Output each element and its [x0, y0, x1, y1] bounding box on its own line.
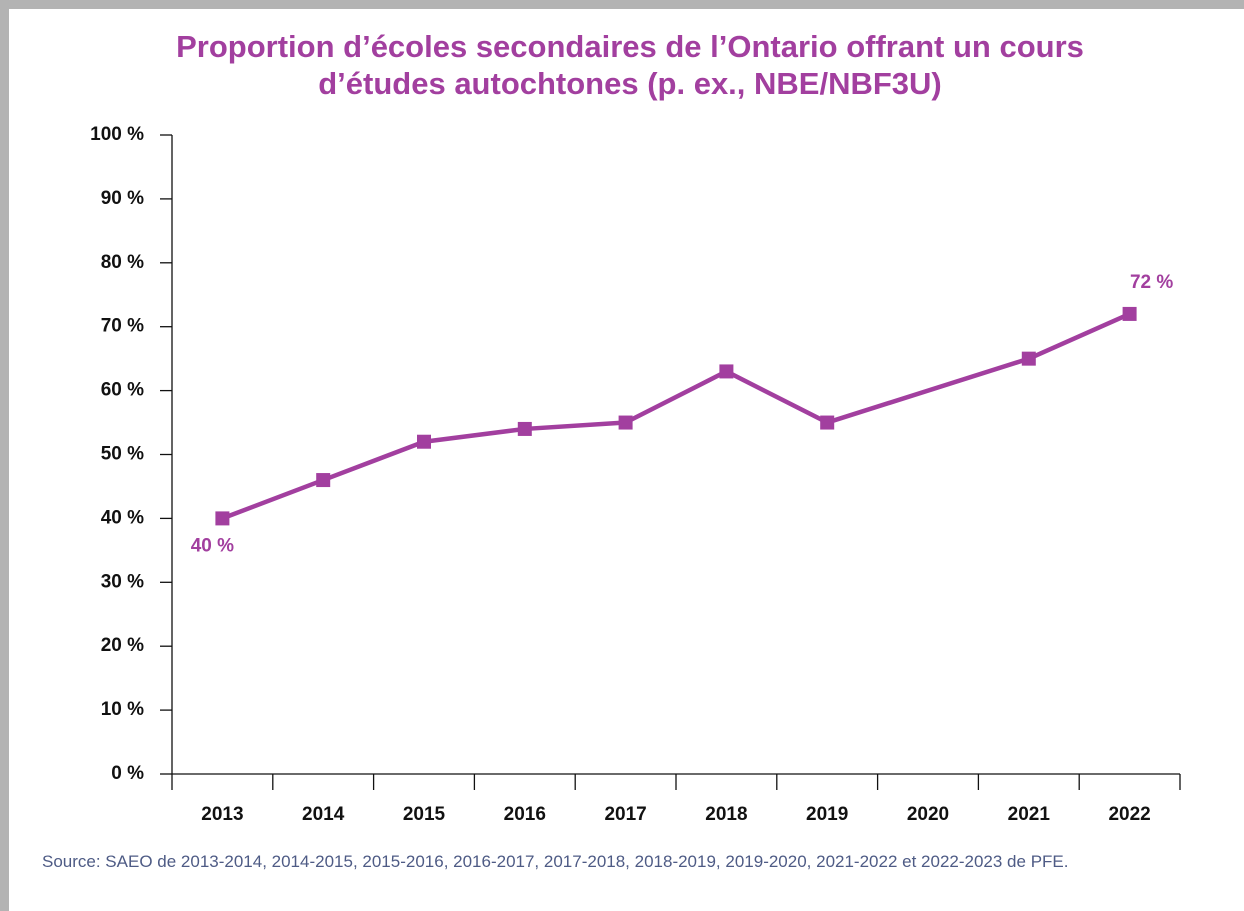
- x-tick-label: 2013: [201, 804, 243, 825]
- source-note: Source: SAEO de 2013-2014, 2014-2015, 20…: [42, 852, 1069, 871]
- x-tick-label: 2020: [907, 804, 949, 825]
- point-marker: [719, 364, 734, 379]
- y-tick-label: 40 %: [101, 507, 144, 528]
- y-tick-label: 0 %: [111, 763, 144, 784]
- point-marker: [1122, 306, 1137, 321]
- data-label: 72 %: [1130, 272, 1173, 293]
- chart-title: Proportion d’écoles secondaires de l’Ont…: [176, 29, 1084, 101]
- x-tick-label: 2017: [604, 804, 646, 825]
- point-marker: [517, 421, 532, 436]
- y-tick-label: 30 %: [101, 571, 144, 592]
- chart: 0 % 10 % 20 % 30 % 40 % 50 % 60 % 70 % 80 % 90 % 1…: [90, 124, 1181, 825]
- y-tick-label: 10 %: [101, 699, 144, 720]
- series-line: [221, 311, 1131, 521]
- point-marker: [215, 511, 230, 526]
- x-tick-label: 2014: [302, 804, 345, 825]
- point-marker: [618, 415, 633, 430]
- x-tick-label: 2016: [504, 804, 546, 825]
- y-tick-label: 100 %: [90, 124, 144, 145]
- x-tick-label: 2021: [1008, 804, 1051, 825]
- point-marker: [417, 434, 431, 449]
- y-tick-label: 50 %: [101, 444, 144, 465]
- x-tick-label: 2019: [806, 804, 848, 825]
- x-tick-label: 2022: [1108, 804, 1150, 825]
- point-marker: [820, 415, 835, 430]
- y-tick-label: 80 %: [101, 252, 144, 273]
- point-marker: [316, 473, 331, 488]
- y-tick-label: 60 %: [101, 380, 144, 401]
- data-label: 40 %: [191, 535, 234, 556]
- point-marker: [1021, 351, 1036, 366]
- x-tick-label: 2018: [705, 804, 747, 825]
- x-tick-label: 2015: [403, 804, 446, 825]
- y-tick-label: 20 %: [101, 635, 144, 656]
- y-tick-label: 90 %: [101, 188, 144, 209]
- y-tick-label: 70 %: [101, 316, 144, 337]
